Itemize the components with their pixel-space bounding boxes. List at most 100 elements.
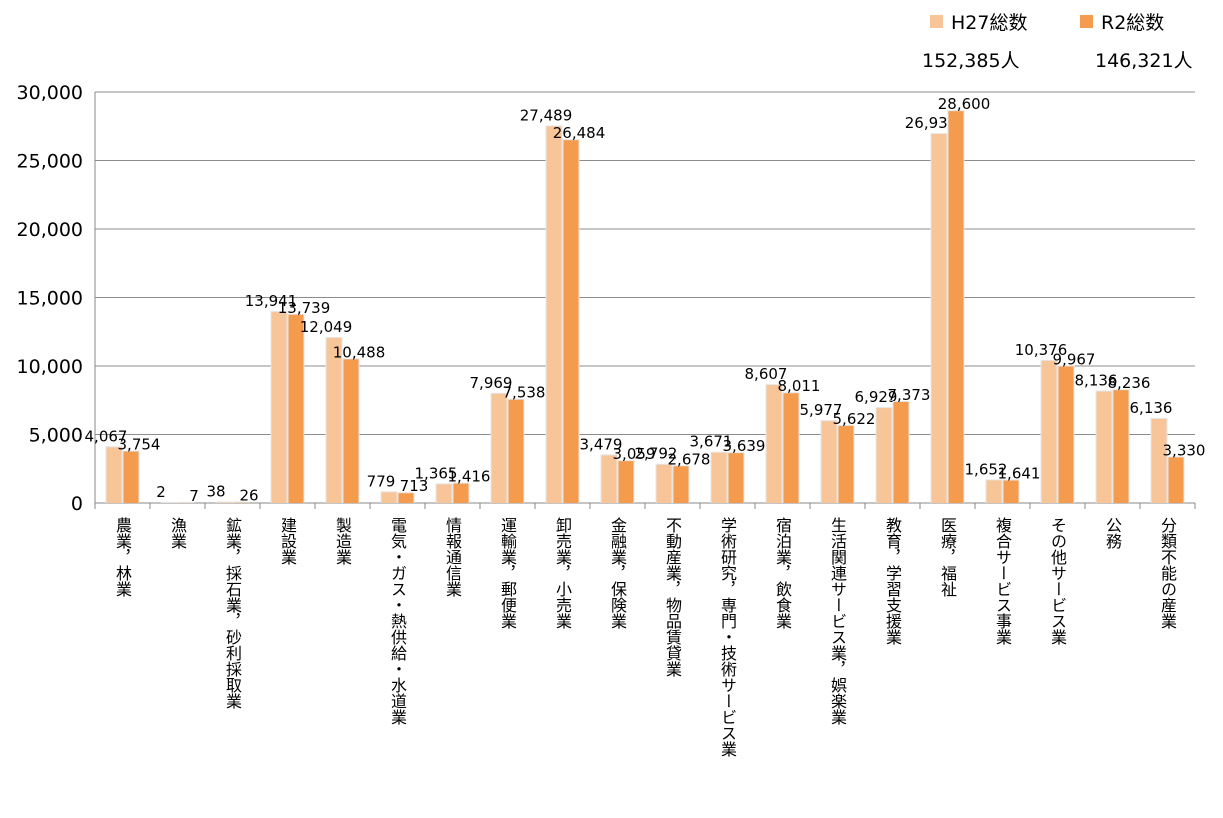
bar-r2	[838, 425, 854, 503]
bar-r2	[1113, 390, 1129, 503]
data-label-h27: 6,136	[1130, 399, 1173, 417]
bar-shadow	[232, 501, 250, 503]
bar-shadow	[215, 501, 233, 503]
category-label: 農業，林業	[113, 517, 132, 597]
data-label-h27: 10,376	[1015, 341, 1068, 359]
category-label: 生活関連サービス業，娯楽業	[828, 517, 847, 725]
data-label-r2: 3,754	[118, 436, 161, 454]
data-label-r2: 5,622	[833, 410, 876, 428]
data-label-r2: 7,538	[503, 384, 546, 402]
data-label-h27: 5,977	[800, 401, 843, 419]
data-label-r2: 8,011	[778, 377, 821, 395]
y-tick-label: 20,000	[17, 219, 83, 241]
legend-item-h27[interactable]: H27総数	[930, 8, 1027, 35]
bar-h27	[986, 480, 1002, 503]
legend-total-r2: 146,321人	[1095, 50, 1193, 72]
data-label-r2: 7	[189, 487, 199, 505]
category-label: 製造業	[333, 517, 352, 565]
bar-h27	[436, 484, 452, 503]
category-label: 宿泊業，飲食業	[773, 517, 792, 629]
bar-h27	[876, 408, 892, 503]
legend-item-r2[interactable]: R2総数	[1080, 8, 1164, 35]
bar-h27	[821, 421, 837, 503]
bar-r2	[1003, 480, 1019, 503]
category-label: 複合サービス事業	[993, 517, 1012, 645]
data-label-h27: 26,931	[905, 114, 958, 132]
y-tick-label: 0	[71, 493, 83, 515]
bar-h27	[1096, 391, 1112, 503]
data-label-r2: 1,416	[448, 468, 491, 486]
bar-h27	[711, 452, 727, 503]
category-label: 卸売業，小売業	[553, 517, 572, 629]
category-label: 医療，福祉	[938, 517, 957, 597]
category-label: 公務	[1103, 517, 1122, 550]
bar-h27	[601, 455, 617, 503]
bar-h27	[656, 464, 672, 503]
bar-r2	[893, 401, 909, 503]
bar-h27	[326, 337, 342, 503]
data-label-h27: 2,792	[635, 445, 678, 463]
bar-r2	[123, 451, 139, 503]
data-label-r2: 3,330	[1163, 441, 1206, 459]
bar-h27	[271, 312, 287, 503]
data-label-h27: 4,067	[85, 427, 128, 445]
data-label-r2: 7,373	[888, 386, 931, 404]
data-label-r2: 3,639	[723, 437, 766, 455]
bar-h27	[381, 492, 397, 503]
data-label-h27: 13,941	[245, 292, 298, 310]
data-label-r2: 10,488	[333, 343, 386, 361]
bar-h27	[546, 126, 562, 504]
bar-r2	[398, 493, 414, 503]
data-label-r2: 28,600	[938, 95, 991, 113]
bar-r2	[728, 453, 744, 503]
category-label: 分類不能の産業	[1158, 517, 1177, 629]
data-label-h27: 27,489	[520, 106, 573, 124]
data-label-r2: 713	[400, 477, 429, 495]
category-label: 不動産業，物品賃貸業	[663, 517, 682, 677]
data-label-r2: 26,484	[553, 124, 606, 142]
bar-r2	[563, 140, 579, 504]
y-tick-label: 10,000	[17, 356, 83, 378]
y-tick-label: 30,000	[17, 82, 83, 104]
data-label-h27: 3,671	[690, 433, 733, 451]
data-label-h27: 2	[156, 483, 166, 501]
data-label-r2: 3,059	[613, 445, 656, 463]
y-tick-label: 5,000	[29, 425, 83, 447]
bar-h27	[1151, 418, 1167, 503]
category-label: 学術研究，専門・技術サービス業	[718, 517, 737, 757]
bar-r2	[783, 393, 799, 503]
legend-label-h27: H27総数	[951, 12, 1028, 34]
bar-r2	[1168, 457, 1184, 503]
data-label-h27: 38	[206, 482, 225, 500]
data-label-r2: 13,739	[278, 299, 331, 317]
data-label-h27: 8,607	[745, 365, 788, 383]
category-label: 教育，学習支援業	[883, 517, 902, 645]
data-label-h27: 7,969	[470, 374, 513, 392]
bar-r2	[673, 466, 689, 503]
bar-r2	[618, 461, 634, 503]
category-label: 建設業	[278, 517, 297, 565]
data-label-h27: 3,479	[580, 435, 623, 453]
data-label-r2: 9,967	[1053, 350, 1096, 368]
category-label: 運輸業，郵便業	[498, 517, 517, 629]
bar-h27	[931, 134, 947, 504]
category-label: 漁業	[168, 517, 187, 549]
y-tick-label: 25,000	[17, 151, 83, 173]
bar-r2	[453, 483, 469, 503]
category-label: 情報通信業	[443, 517, 462, 597]
bar-h27	[106, 447, 122, 503]
category-label: 金融業，保険業	[608, 517, 627, 629]
bar-r2	[288, 314, 304, 503]
data-label-r2: 26	[239, 487, 258, 505]
category-label: その他サービス業	[1048, 517, 1067, 645]
legend-label-r2: R2総数	[1101, 12, 1165, 34]
legend-swatch-h27	[930, 15, 943, 28]
data-label-h27: 1,652	[965, 460, 1008, 478]
data-label-h27: 8,136	[1075, 372, 1118, 390]
legend-total-h27: 152,385人	[922, 50, 1020, 72]
bar-r2	[508, 399, 524, 503]
y-tick-label: 15,000	[17, 288, 83, 310]
category-label: 鉱業，採石業，砂利採取業	[223, 517, 242, 709]
data-label-r2: 1,641	[998, 465, 1041, 483]
